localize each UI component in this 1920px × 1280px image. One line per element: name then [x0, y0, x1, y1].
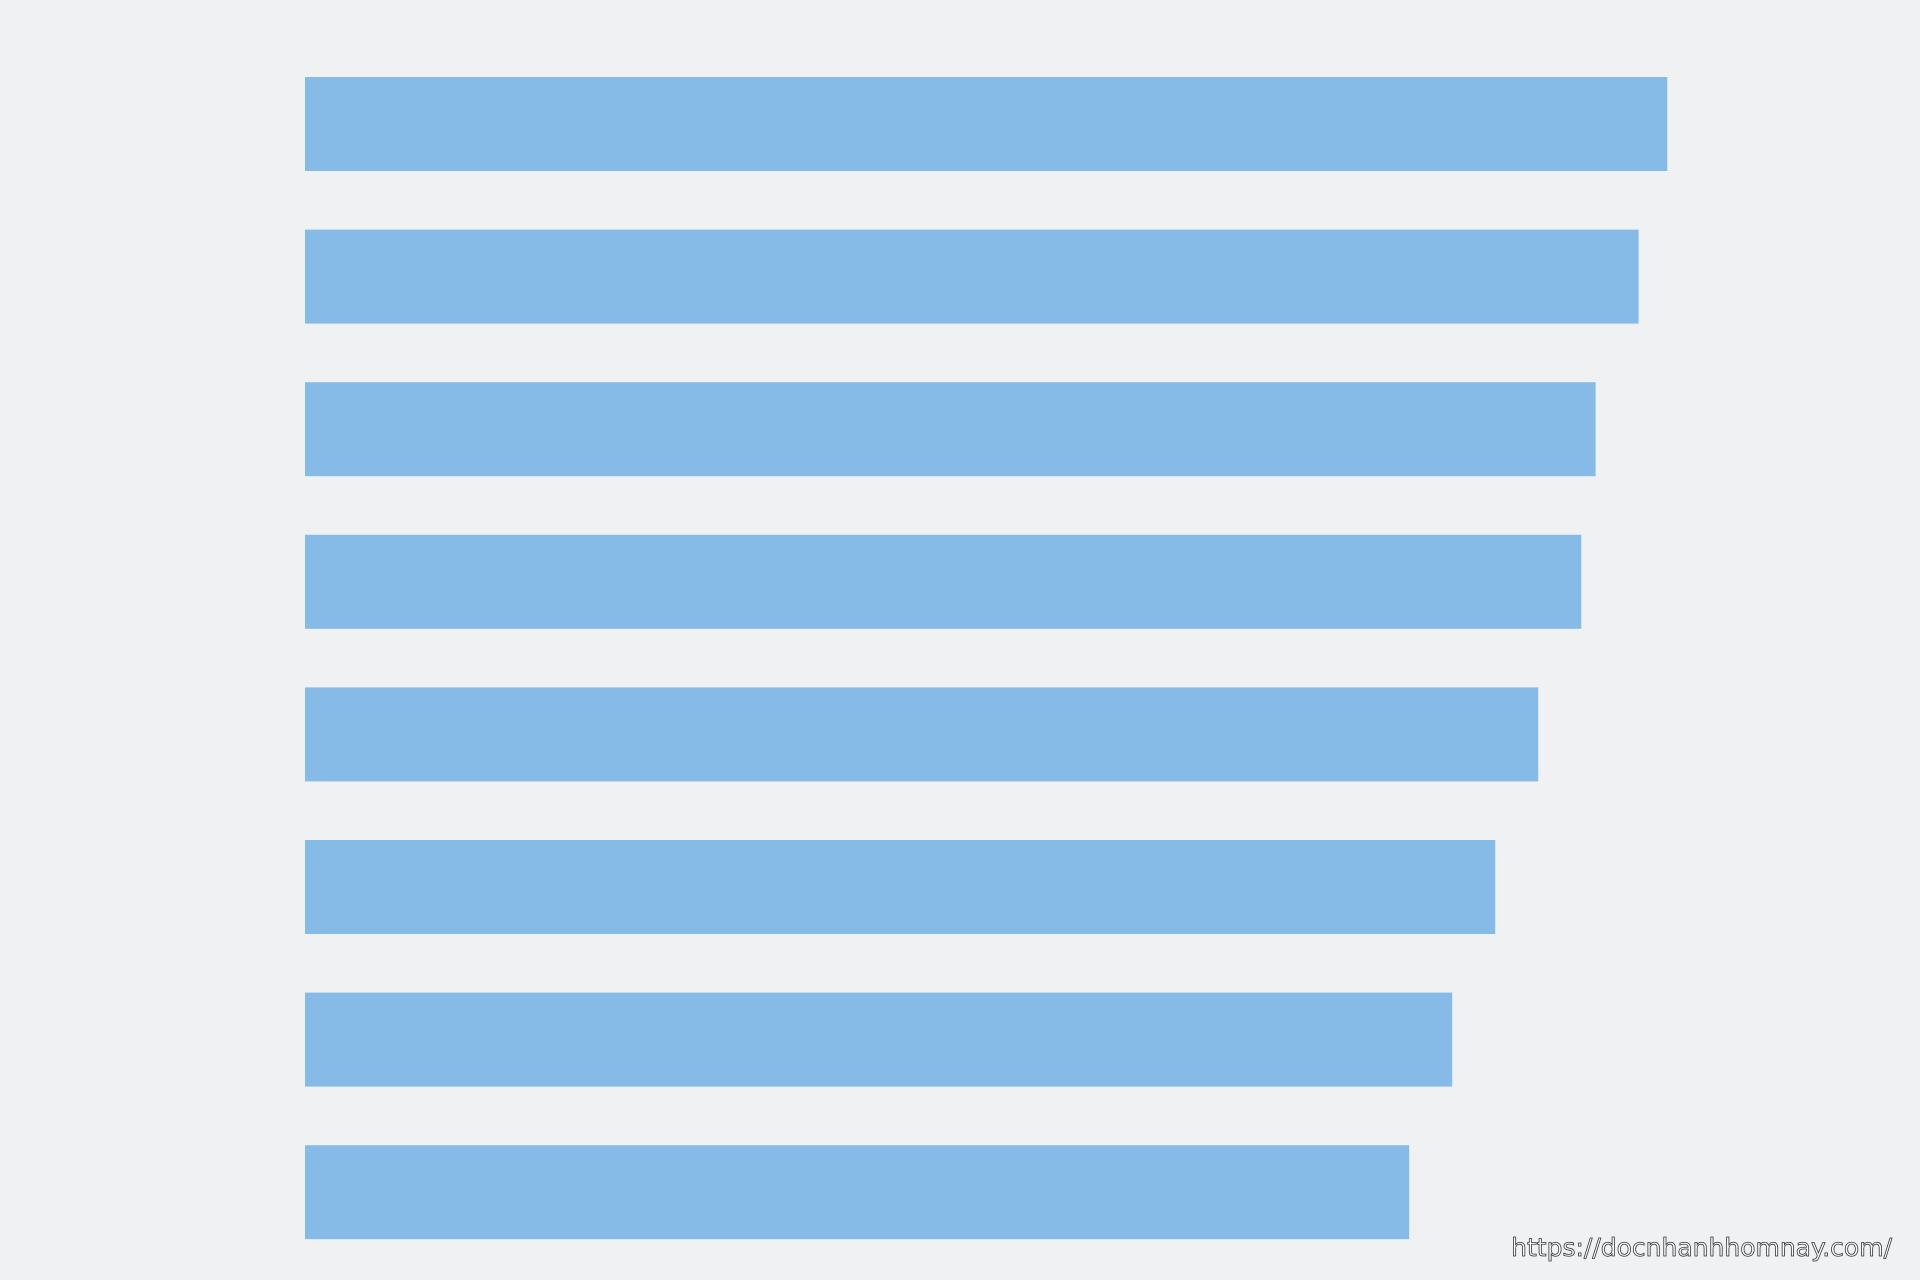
- bar: [305, 687, 1539, 782]
- bar: [305, 382, 1596, 477]
- bar: [305, 840, 1496, 934]
- bar: [305, 1145, 1410, 1240]
- bar: [305, 992, 1453, 1087]
- bar: [305, 534, 1582, 629]
- bar: [305, 229, 1639, 324]
- bar: [305, 77, 1668, 171]
- watermark: https://docnhanhhomnay.com/: [1511, 1233, 1892, 1262]
